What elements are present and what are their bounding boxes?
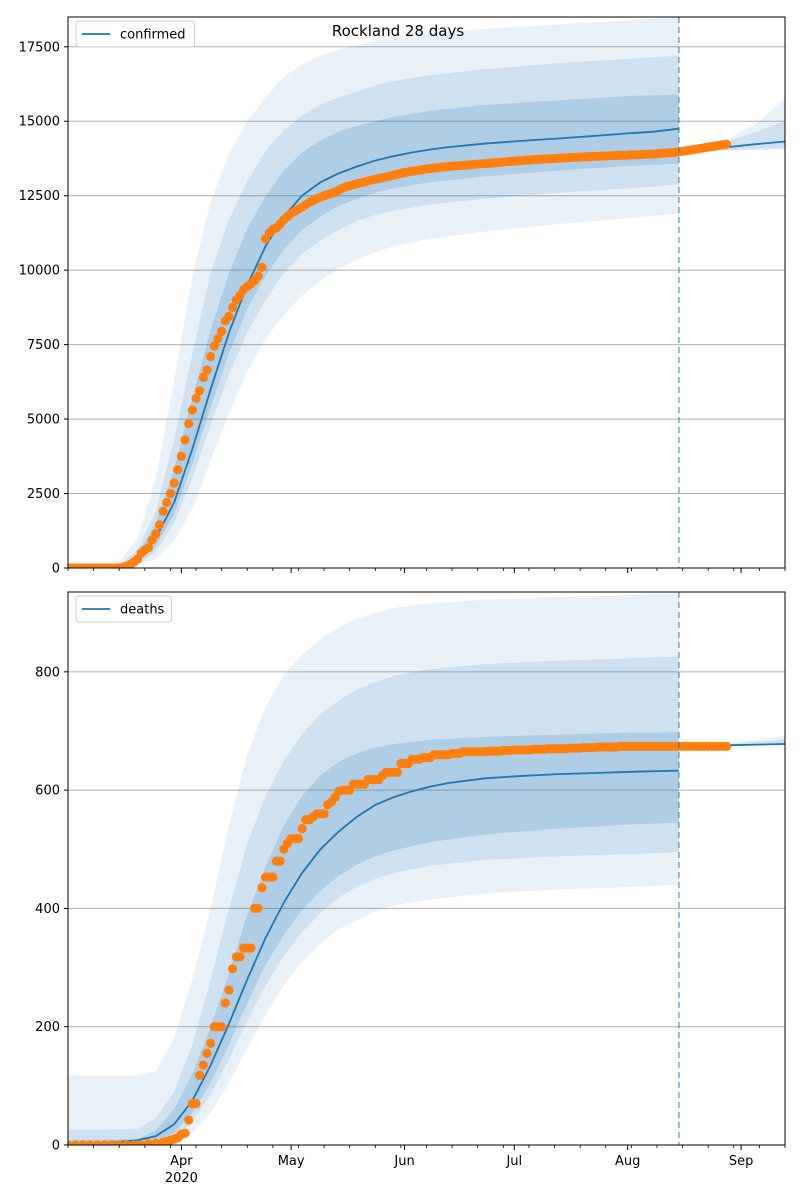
- observed-point: [213, 334, 223, 344]
- observed-point: [224, 985, 234, 995]
- observed-point: [220, 998, 230, 1008]
- observed-point: [202, 1048, 212, 1058]
- observed-point: [70, 1140, 80, 1145]
- observed-point: [206, 351, 216, 362]
- observed-point: [180, 1128, 190, 1138]
- observed-point: [721, 741, 732, 751]
- observed-point: [206, 1038, 216, 1048]
- observed-point: [268, 872, 278, 882]
- observed-point: [114, 1140, 124, 1145]
- observed-point: [224, 311, 234, 321]
- observed-point: [176, 451, 186, 461]
- observed-point: [246, 943, 256, 953]
- observed-point: [721, 139, 732, 149]
- x-tick-label: Sep: [729, 1154, 754, 1169]
- observed-point: [151, 529, 161, 539]
- legend-label: confirmed: [120, 28, 186, 43]
- y-tick-label: 17500: [19, 40, 60, 55]
- observed-point: [392, 767, 402, 777]
- observed-point: [202, 365, 212, 375]
- observed-point: [169, 478, 179, 488]
- observed-point: [136, 1140, 146, 1145]
- observed-point: [85, 1140, 95, 1145]
- observed-point: [228, 964, 238, 974]
- legend-box: [75, 20, 195, 48]
- legend: deaths: [75, 595, 173, 623]
- observed-point: [253, 903, 263, 914]
- observed-point: [253, 271, 263, 281]
- observed-point: [162, 497, 172, 508]
- confirmed-panel: 0 2500 5000 7500 10000 12500 15000 17500 confirm…: [19, 16, 786, 577]
- observed-point: [173, 465, 183, 475]
- forecast-band-1: [678, 98, 785, 152]
- observed-point: [78, 1140, 88, 1145]
- x-tick-label: Aug: [615, 1154, 640, 1169]
- observed-point: [209, 341, 219, 351]
- x-tick-label: Jun: [393, 1154, 414, 1169]
- observed-point: [184, 418, 194, 429]
- observed-point: [99, 1140, 110, 1145]
- observed-point: [154, 520, 165, 530]
- observed-point: [191, 393, 201, 403]
- observed-point: [158, 506, 168, 517]
- y-tick-label: 600: [35, 784, 60, 799]
- observed-point: [198, 1060, 208, 1070]
- forecast-band-1: [678, 735, 785, 747]
- chart-title: Rockland 28 days: [332, 22, 464, 40]
- deaths-panel: 0 200 400 600 800 Apr 2020 May Jun Jul Aug Sep death…: [35, 591, 786, 1186]
- legend-label: deaths: [120, 603, 165, 618]
- y-tick-label: 0: [52, 1139, 60, 1154]
- observed-point: [165, 488, 176, 499]
- observed-point: [257, 262, 267, 272]
- observed-point: [121, 1140, 132, 1145]
- y-tick-label: 7500: [27, 338, 60, 353]
- observed-point: [235, 952, 245, 962]
- observed-point: [187, 405, 197, 415]
- observed-point: [198, 372, 208, 382]
- observed-point: [257, 883, 267, 893]
- confidence-band-1: [68, 17, 679, 568]
- y-tick-label: 2500: [27, 487, 60, 502]
- observed-point: [191, 1099, 201, 1109]
- x-tick-label: May: [278, 1154, 305, 1169]
- observed-point: [217, 1022, 227, 1032]
- y-tick-label: 0: [52, 562, 60, 577]
- observed-point: [151, 1138, 161, 1145]
- observed-point: [293, 834, 304, 844]
- y-tick-label: 200: [35, 1020, 60, 1035]
- confidence-band-1: [68, 593, 679, 1145]
- observed-point: [195, 386, 205, 396]
- y-tick-label: 800: [35, 665, 60, 680]
- legend: confirmed: [75, 20, 195, 48]
- observed-point: [297, 823, 307, 834]
- y-tick-label: 400: [35, 902, 60, 917]
- confidence-band-3: [68, 94, 679, 568]
- x-tick-label: Apr: [170, 1154, 193, 1169]
- confidence-band-2: [68, 55, 679, 568]
- observed-point: [228, 302, 238, 312]
- observed-point: [143, 1139, 154, 1145]
- x-tick-year-label: 2020: [165, 1171, 198, 1186]
- y-tick-label: 15000: [19, 115, 60, 130]
- observed-point: [217, 326, 227, 336]
- observed-point: [92, 1140, 102, 1145]
- y-tick-label: 10000: [19, 264, 60, 279]
- observed-point: [275, 856, 285, 866]
- observed-point: [319, 809, 329, 819]
- y-tick-label: 12500: [19, 189, 60, 204]
- legend-box: [75, 595, 173, 623]
- observed-point: [184, 1115, 194, 1125]
- model-line: [68, 127, 680, 568]
- observed-point: [143, 543, 154, 553]
- x-tick-label: Jul: [505, 1154, 522, 1169]
- observed-point: [107, 1140, 117, 1145]
- model-line: [68, 769, 679, 1145]
- observed-point: [195, 1070, 205, 1080]
- observed-point: [129, 1140, 139, 1145]
- y-tick-label: 5000: [27, 413, 60, 428]
- observed-point: [180, 435, 190, 445]
